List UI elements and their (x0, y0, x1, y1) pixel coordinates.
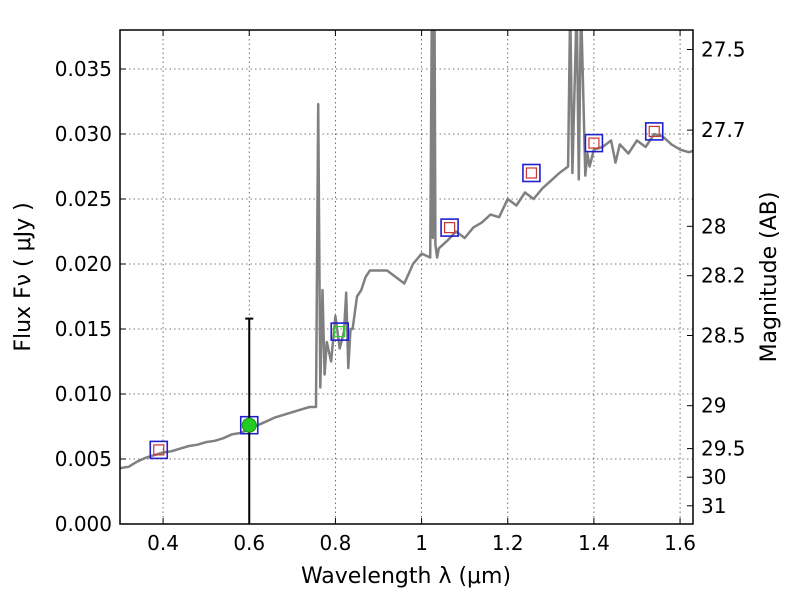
x-tick-label: 0.6 (233, 531, 265, 555)
data-layer (120, 30, 693, 524)
y2-tick-label: 28.2 (701, 264, 746, 288)
y2-axis-label: Magnitude (AB) (757, 192, 782, 363)
y2-tick-label: 31 (701, 494, 726, 518)
model-photometry-inner (525, 167, 538, 179)
y2-tick-label: 29 (701, 394, 726, 418)
model-photometry-inner (443, 222, 456, 234)
model-photometry-box (440, 218, 459, 237)
x-tick-label: 0.4 (147, 531, 179, 555)
y-tick-label: 0.025 (55, 187, 112, 211)
y2-tick-label: 27.5 (701, 38, 746, 62)
model-photometry-inner (334, 326, 346, 338)
y2-tick-label: 29.5 (701, 437, 746, 461)
y2-tick-label: 30 (701, 465, 726, 489)
x-tick-label: 1.4 (578, 531, 610, 555)
y-tick-label: 0.030 (55, 122, 112, 146)
sed-model-line (120, 30, 693, 470)
x-tick-label: 0.8 (320, 531, 352, 555)
model-photometry-box (584, 133, 604, 153)
plot-frame (119, 29, 694, 525)
x-tick-label: 1 (415, 531, 428, 555)
y-tick-label: 0.035 (55, 57, 112, 81)
x-axis-label: Wavelength λ (μm) (301, 564, 511, 589)
y-tick-label: 0.015 (55, 317, 112, 341)
x-tick-label: 1.6 (664, 531, 696, 555)
x-tick-label: 1.2 (492, 531, 524, 555)
y-tick-label: 0.000 (55, 512, 112, 536)
model-photometry-box (522, 163, 541, 183)
y-tick-label: 0.005 (55, 447, 112, 471)
y-axis-label: Flux Fν ( μJy ) (11, 202, 36, 351)
y2-tick-label: 27.7 (701, 118, 746, 142)
model-photometry-box (149, 440, 169, 460)
y2-tick-label: 28.5 (701, 324, 746, 348)
model-photometry-box (644, 122, 664, 141)
model-photometry-inner (588, 137, 600, 149)
y2-tick-label: 28 (701, 214, 726, 238)
model-photometry-inner (648, 125, 660, 138)
y-tick-label: 0.010 (55, 382, 112, 406)
model-photometry-box (330, 322, 350, 341)
observed-point (241, 417, 257, 433)
y-tick-label: 0.020 (55, 252, 112, 276)
model-photometry-inner (153, 444, 165, 456)
axis-ticks: 0.4 0.6 0.8 1 1.2 1.4 1.6 0.000 0.005 0.010 0.015 0… (55, 30, 746, 555)
